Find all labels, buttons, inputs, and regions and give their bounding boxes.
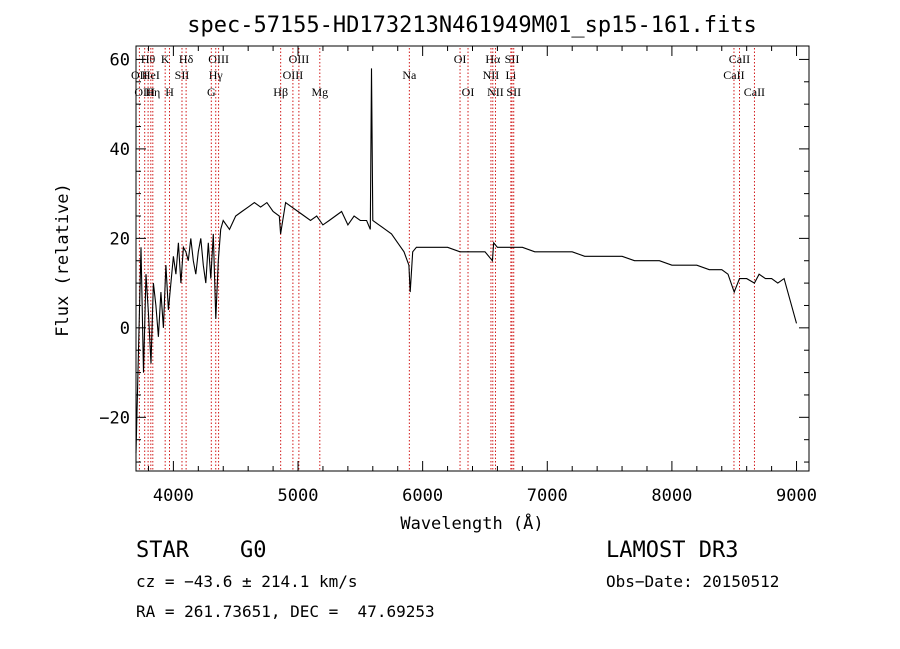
line-marker-label: NII (487, 85, 504, 99)
x-tick-label: 9000 (776, 486, 817, 506)
x-tick-label: 4000 (153, 486, 194, 506)
x-tick-label: 7000 (527, 486, 568, 506)
line-marker-label: Na (402, 68, 417, 82)
y-tick-label: 0 (120, 319, 130, 339)
line-marker-label: Li (506, 68, 517, 82)
line-marker-label: Hη (145, 85, 160, 99)
line-marker-label: HeI (142, 68, 160, 82)
line-marker-label: OI (462, 85, 475, 99)
x-tick-label: 6000 (402, 486, 443, 506)
line-marker-label: OIII (134, 85, 155, 99)
y-tick-label: −20 (99, 408, 130, 428)
spectrum-series-line (135, 68, 798, 454)
spectrum-line-layer (135, 68, 798, 454)
line-marker-label: Hβ (273, 85, 288, 99)
object-subclass: G0 (240, 538, 267, 563)
line-marker-label: Mg (311, 85, 328, 99)
y-axis-label: Flux (relative) (53, 183, 73, 337)
y-tick-label: 40 (110, 140, 130, 160)
y-tick-label: 20 (110, 229, 130, 249)
tick-layer: 4000 5000 6000 7000 8000 9000 −20 0 20 40 60 (99, 46, 817, 506)
survey-name: LAMOST DR3 (606, 538, 739, 563)
chart-title: spec-57155-HD173213N461949M01_sp15-161.f… (187, 13, 757, 38)
line-marker-label: CaII (744, 85, 765, 99)
line-marker-label: Hδ (179, 52, 194, 66)
line-marker-label: SII (505, 52, 520, 66)
x-axis-label: Wavelength (Å) (400, 512, 543, 534)
line-marker-label: SII (175, 68, 190, 82)
line-marker-label: NII (483, 68, 500, 82)
plot-frame (135, 45, 810, 472)
line-marker-label: CaII (723, 68, 744, 82)
line-marker-label: OII (131, 68, 148, 82)
line-marker-label: SII (506, 85, 521, 99)
sky-coordinates: RA = 261.73651, DEC = 47.69253 (136, 602, 435, 621)
line-marker-label: CaII (729, 52, 750, 66)
x-tick-label: 5000 (278, 486, 319, 506)
observation-date: Obs−Date: 20150512 (606, 572, 780, 591)
line-marker-label: Hα (485, 52, 501, 66)
y-tick-label: 60 (110, 50, 130, 70)
line-marker-label: OI (454, 52, 467, 66)
object-class: STAR (136, 538, 189, 563)
line-marker-label: K (161, 52, 170, 66)
line-marker-label: OIII (289, 52, 310, 66)
x-tick-label: 8000 (651, 486, 692, 506)
line-marker-label: H (165, 85, 174, 99)
line-marker-label: Hγ (209, 68, 224, 82)
line-marker-label: OIII (208, 52, 229, 66)
redshift-velocity: cz = −43.6 ± 214.1 km/s (136, 572, 358, 591)
line-marker-label: G (207, 85, 216, 99)
line-marker-label: OIII (283, 68, 304, 82)
